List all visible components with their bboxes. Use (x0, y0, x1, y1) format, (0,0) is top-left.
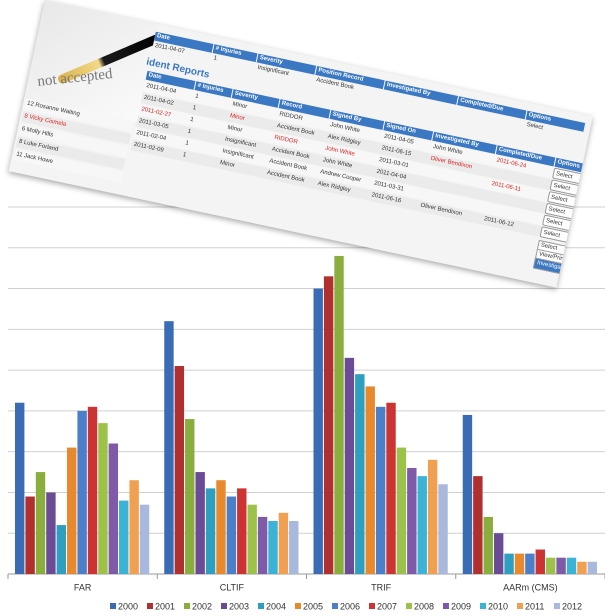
bar (407, 467, 417, 574)
bar (355, 374, 365, 574)
bar (545, 557, 556, 574)
bar (462, 414, 473, 574)
bar (365, 386, 375, 574)
x-tick-label: CLTIF (220, 582, 245, 592)
bar (119, 500, 129, 574)
x-tick-label: TRIF (371, 582, 391, 592)
bar (313, 288, 323, 574)
legend-label: 2003 (229, 601, 249, 611)
legend-label: 2001 (155, 601, 175, 611)
bar (278, 512, 289, 574)
bar (56, 525, 67, 574)
legend-swatch (147, 603, 153, 609)
legend-label: 2009 (451, 601, 471, 611)
bar (15, 402, 25, 574)
bar (344, 357, 355, 574)
bar (535, 549, 545, 574)
bar (483, 516, 493, 574)
bar (87, 406, 98, 574)
legend-swatch (110, 603, 116, 609)
bar (438, 484, 448, 574)
bar (577, 561, 587, 574)
bar (129, 480, 139, 574)
bar (185, 419, 195, 574)
bar (98, 423, 108, 574)
bar (77, 410, 87, 574)
bar (108, 443, 119, 574)
bar (164, 321, 174, 574)
legend-swatch (554, 603, 560, 609)
bar (257, 516, 268, 574)
legend-swatch (332, 603, 338, 609)
pen-caption: not accepted (36, 66, 114, 90)
legend-label: 2007 (377, 601, 397, 611)
bar (289, 520, 299, 574)
legend-swatch (369, 603, 375, 609)
bar (174, 366, 185, 574)
legend-swatch (406, 603, 412, 609)
bar (226, 496, 237, 574)
bar (504, 553, 514, 574)
bar (375, 406, 386, 574)
bar (334, 255, 344, 574)
legend-label: 2010 (488, 601, 508, 611)
legend-label: 2011 (525, 601, 544, 611)
legend-label: 2006 (340, 601, 360, 611)
bar (556, 557, 566, 574)
bar (139, 504, 150, 574)
legend-swatch (258, 603, 264, 609)
x-tick-label: FAR (74, 582, 92, 592)
bar (587, 561, 597, 574)
legend-label: 2008 (414, 601, 434, 611)
legend-label: 2012 (562, 601, 582, 611)
bar (46, 492, 56, 574)
bar (473, 476, 483, 574)
legend-swatch (443, 603, 449, 609)
legend-swatch (184, 603, 190, 609)
bar (35, 472, 46, 574)
legend-label: 2005 (303, 601, 323, 611)
bar (417, 476, 427, 574)
bar (386, 402, 396, 574)
legend-swatch (480, 603, 486, 609)
bar (493, 533, 504, 574)
bar (268, 520, 278, 574)
bar (216, 480, 226, 574)
bar (247, 504, 257, 574)
bar (396, 447, 407, 574)
bar (205, 488, 216, 574)
bar (514, 553, 525, 574)
legend-swatch (295, 603, 301, 609)
bar (67, 447, 77, 574)
bar (195, 472, 205, 574)
bar (25, 496, 35, 574)
bar (566, 557, 577, 574)
legend-label: 2002 (192, 601, 212, 611)
legend-label: 2004 (266, 601, 286, 611)
legend-swatch (221, 603, 227, 609)
x-tick-label: AARm (CMS) (503, 582, 558, 592)
bar (323, 276, 334, 574)
legend-swatch (517, 603, 523, 609)
bar (525, 553, 535, 574)
bar (427, 459, 438, 574)
bar (237, 488, 247, 574)
legend-label: 2000 (118, 601, 138, 611)
